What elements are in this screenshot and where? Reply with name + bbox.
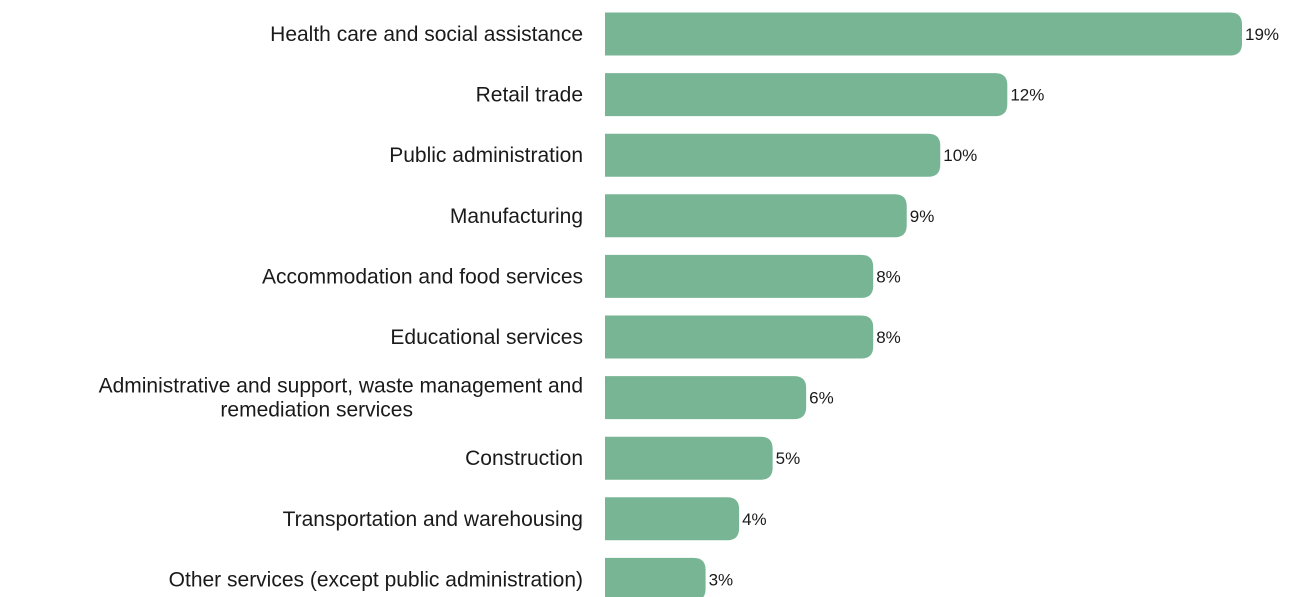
category-label-9: Other services (except public administra… [169,568,583,591]
category-label-3-line-0: Manufacturing [450,205,583,228]
value-label-1: 12% [1010,86,1044,105]
bar-1 [605,73,1008,117]
bar-3 [605,194,907,238]
category-label-7: Construction [465,447,583,470]
value-label-5: 8% [876,328,901,347]
category-label-6-line-0: Administrative and support, waste manage… [99,375,583,398]
category-label-4-line-0: Accommodation and food services [262,265,583,288]
bars-group [605,12,1242,597]
category-label-2: Public administration [389,144,583,167]
value-label-8: 4% [742,510,767,529]
category-label-7-line-0: Construction [465,447,583,470]
value-label-0: 19% [1245,25,1279,44]
value-label-7: 5% [776,449,801,468]
value-label-6: 6% [809,389,834,408]
bar-4 [605,254,874,298]
value-label-3: 9% [910,207,935,226]
category-label-5-line-0: Educational services [390,326,583,349]
category-label-2-line-0: Public administration [389,144,583,167]
bar-2 [605,133,941,177]
bar-7 [605,436,773,480]
category-label-0-line-0: Health care and social assistance [270,23,583,46]
category-label-6: Administrative and support, waste manage… [99,375,583,422]
category-label-1: Retail trade [476,84,583,107]
bar-0 [605,12,1242,56]
category-labels-group: Health care and social assistance Retail … [99,23,583,591]
category-label-9-line-0: Other services (except public administra… [169,568,583,591]
bar-6 [605,376,807,420]
category-label-3: Manufacturing [450,205,583,228]
bar-8 [605,497,740,541]
category-label-8-line-0: Transportation and warehousing [283,508,583,531]
category-label-1-line-0: Retail trade [476,84,583,107]
category-label-6-line-1: remediation services [220,399,413,422]
value-label-9: 3% [709,570,734,589]
category-label-4: Accommodation and food services [262,265,583,288]
category-label-5: Educational services [390,326,583,349]
value-label-4: 8% [876,267,901,286]
value-labels-group: 19% 12% 10% 9% 8% 8% 6% 5% 4% 3% [709,25,1279,589]
category-label-0: Health care and social assistance [270,23,583,46]
category-label-8: Transportation and warehousing [283,508,583,531]
value-label-2: 10% [943,146,977,165]
bar-9 [605,557,706,597]
bar-5 [605,315,874,359]
